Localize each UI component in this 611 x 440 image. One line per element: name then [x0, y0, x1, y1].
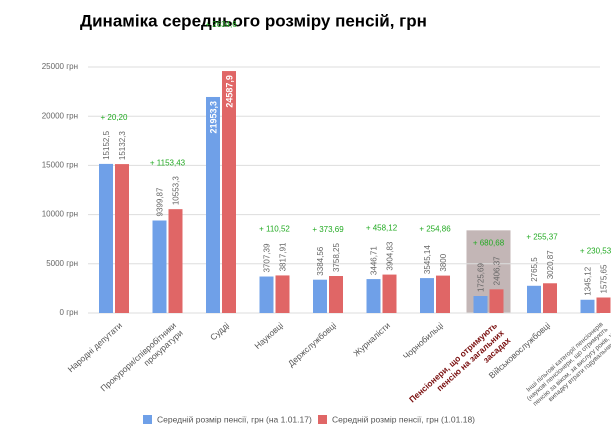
- difference-annotation: + 1153,43: [150, 158, 186, 167]
- value-label: 1575,65: [600, 264, 609, 293]
- difference-annotation: + 230,53: [580, 247, 611, 256]
- value-label: 3446,71: [370, 246, 379, 275]
- difference-annotation: + 20,20: [101, 113, 128, 122]
- difference-annotation: + 680,68: [473, 238, 505, 247]
- value-label: 15132,3: [118, 131, 127, 160]
- y-tick-label: 5000 грн: [46, 259, 78, 268]
- y-tick-label: 25000 грн: [42, 62, 78, 71]
- difference-annotation: + 458,12: [366, 224, 398, 233]
- bar: [222, 71, 236, 314]
- y-tick-label: 10000 грн: [42, 210, 78, 219]
- value-label: 3384,56: [316, 246, 325, 275]
- difference-annotation: + 373,69: [312, 225, 344, 234]
- bar: [489, 289, 504, 313]
- value-label: 3545,14: [423, 245, 432, 274]
- difference-annotation: + 110,52: [259, 225, 290, 234]
- bar: [436, 275, 450, 313]
- value-label: 2765,5: [530, 257, 539, 282]
- legend-label: Середній розмір пенсії, грн (1.01.18): [332, 414, 475, 424]
- value-label: 1725,69: [477, 263, 486, 292]
- bar: [152, 220, 167, 313]
- value-label: 3817,91: [279, 242, 288, 271]
- value-label: 10553,3: [172, 176, 181, 205]
- bar: [259, 276, 274, 313]
- value-label: 2406,37: [493, 256, 502, 285]
- value-label: 3904,83: [386, 241, 395, 270]
- legend-swatch: [143, 415, 152, 424]
- y-tick-label: 20000 грн: [42, 111, 78, 120]
- bar: [420, 278, 434, 313]
- bar: [382, 274, 397, 313]
- value-label: 1345,12: [584, 266, 593, 295]
- value-label: 3020,87: [546, 250, 555, 279]
- bar: [115, 164, 129, 313]
- legend-swatch: [318, 415, 327, 424]
- value-label: 21953,3: [208, 101, 218, 134]
- bar: [580, 299, 595, 313]
- y-tick-label: 0 грн: [60, 308, 78, 317]
- bar: [275, 275, 290, 313]
- difference-annotation: + 2634,6: [205, 20, 237, 29]
- value-label: 3758,25: [332, 243, 341, 272]
- y-tick-label: 15000 грн: [42, 161, 78, 170]
- legend-label: Середній розмір пенсії, грн (на 1.01.17): [157, 414, 312, 424]
- difference-annotation: + 254,86: [419, 225, 451, 234]
- bar: [99, 163, 113, 313]
- chart-title: Динаміка середнього розміру пенсій, грн: [80, 11, 427, 30]
- bar: [596, 297, 611, 313]
- bar: [473, 296, 488, 313]
- difference-annotation: + 255,37: [526, 232, 558, 241]
- bar: [168, 209, 183, 313]
- bar: [527, 285, 541, 313]
- value-label: 24587,9: [224, 75, 234, 108]
- bar: [543, 283, 557, 313]
- value-label: 3800: [439, 253, 448, 271]
- value-label: 15152,5: [102, 130, 111, 159]
- bar: [366, 279, 381, 313]
- bar: [206, 96, 220, 314]
- value-label: 3707,39: [263, 243, 272, 272]
- bar: [313, 279, 327, 313]
- bar: [329, 276, 343, 313]
- value-label: 9399,87: [156, 187, 165, 216]
